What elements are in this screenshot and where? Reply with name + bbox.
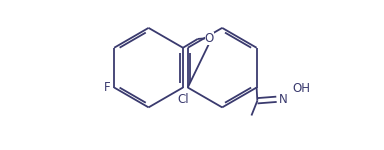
Text: Cl: Cl xyxy=(177,93,189,106)
Text: F: F xyxy=(104,81,111,94)
Text: N: N xyxy=(279,93,288,106)
Text: O: O xyxy=(205,32,214,45)
Text: OH: OH xyxy=(292,82,310,96)
